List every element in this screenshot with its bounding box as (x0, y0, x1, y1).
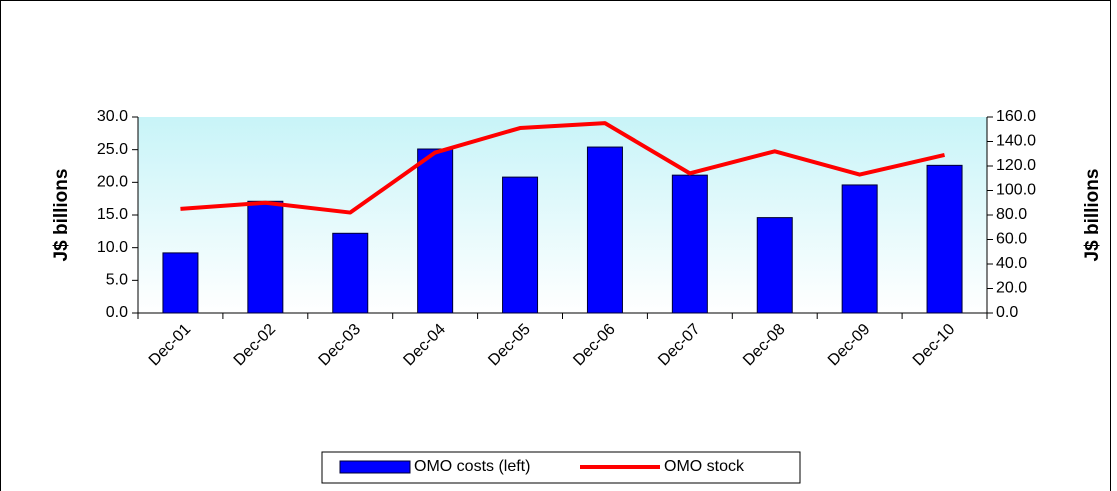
bar (417, 148, 454, 314)
line (180, 121, 945, 215)
y2-axis-title: J$ billions (1082, 169, 1103, 262)
y-tick-label: 0.0 (106, 304, 128, 321)
y2-tick-label: 100.0 (996, 182, 1036, 199)
x-tick-label: Dec-03 (316, 321, 365, 370)
y2-tick-label: 40.0 (996, 255, 1027, 272)
bar (841, 184, 878, 314)
y-tick-label: 10.0 (97, 239, 128, 256)
y2-tick-label: 160.0 (996, 108, 1036, 125)
y-tick-label: 5.0 (106, 272, 128, 289)
legend-label: OMO costs (left) (414, 458, 530, 475)
bar (926, 164, 963, 314)
x-tick-label: Dec-07 (655, 321, 704, 370)
bar (502, 176, 539, 314)
x-tick-label: Dec-06 (570, 321, 619, 370)
x-tick-label: Dec-08 (740, 321, 789, 370)
y2-tick-label: 60.0 (996, 231, 1027, 248)
legend-swatch (339, 460, 411, 474)
y-tick-label: 15.0 (97, 206, 128, 223)
bar (332, 232, 369, 314)
y-tick-label: 30.0 (97, 108, 128, 125)
x-tick-label: Dec-09 (825, 321, 874, 370)
bar (756, 217, 793, 314)
x-tick-label: Dec-05 (485, 321, 534, 370)
bar (671, 174, 708, 314)
x-tick-label: Dec-10 (910, 321, 959, 370)
legend-label: OMO stock (664, 458, 745, 475)
y-tick-label: 20.0 (97, 174, 128, 191)
y-axis-title: J$ billions (51, 169, 72, 262)
bar (586, 146, 623, 314)
x-tick-label: Dec-04 (400, 321, 449, 370)
bar (247, 200, 284, 314)
y2-tick-label: 140.0 (996, 133, 1036, 150)
x-tick-label: Dec-01 (146, 321, 195, 370)
bar (162, 252, 199, 314)
x-tick-label: Dec-02 (231, 321, 280, 370)
y2-tick-label: 80.0 (996, 206, 1027, 223)
y-tick-label: 25.0 (97, 141, 128, 158)
y2-tick-label: 0.0 (996, 304, 1018, 321)
y2-tick-label: 20.0 (996, 280, 1027, 297)
y2-tick-label: 120.0 (996, 157, 1036, 174)
